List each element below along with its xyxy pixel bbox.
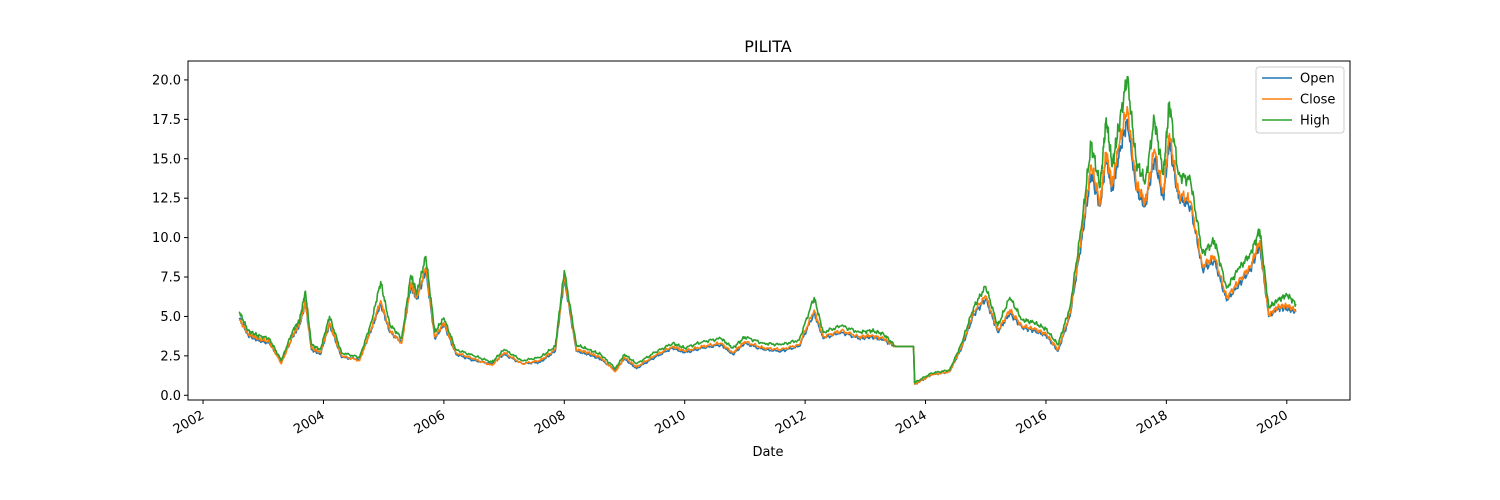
plot-area-frame [187,60,1351,401]
y-tick-label: 0.0 [160,389,181,404]
y-tick-label: 12.5 [152,192,181,207]
series-line-close [238,105,1297,386]
x-axis-label: Date [752,445,783,460]
series-line-high [238,76,1297,384]
legend-box [1255,66,1345,134]
y-tick-label: 2.5 [160,349,181,364]
y-tick-label: 7.5 [160,271,181,286]
legend-label-open: Open [1300,72,1335,87]
y-tick-label: 10.0 [152,231,181,246]
series-layer [238,76,1297,386]
y-tick-label: 20.0 [152,73,181,88]
chart-title: PILITA [744,37,792,56]
y-tick-label: 17.5 [152,113,181,128]
legend: Open Close High [1255,66,1345,134]
y-axis: 0.0 2.5 5.0 7.5 10.0 12.5 15.0 17.5 20.0 [152,73,188,404]
y-tick-label: 15.0 [152,152,181,167]
legend-label-high: High [1300,114,1330,129]
y-tick-label: 5.0 [160,310,181,325]
legend-label-close: Close [1300,93,1335,108]
